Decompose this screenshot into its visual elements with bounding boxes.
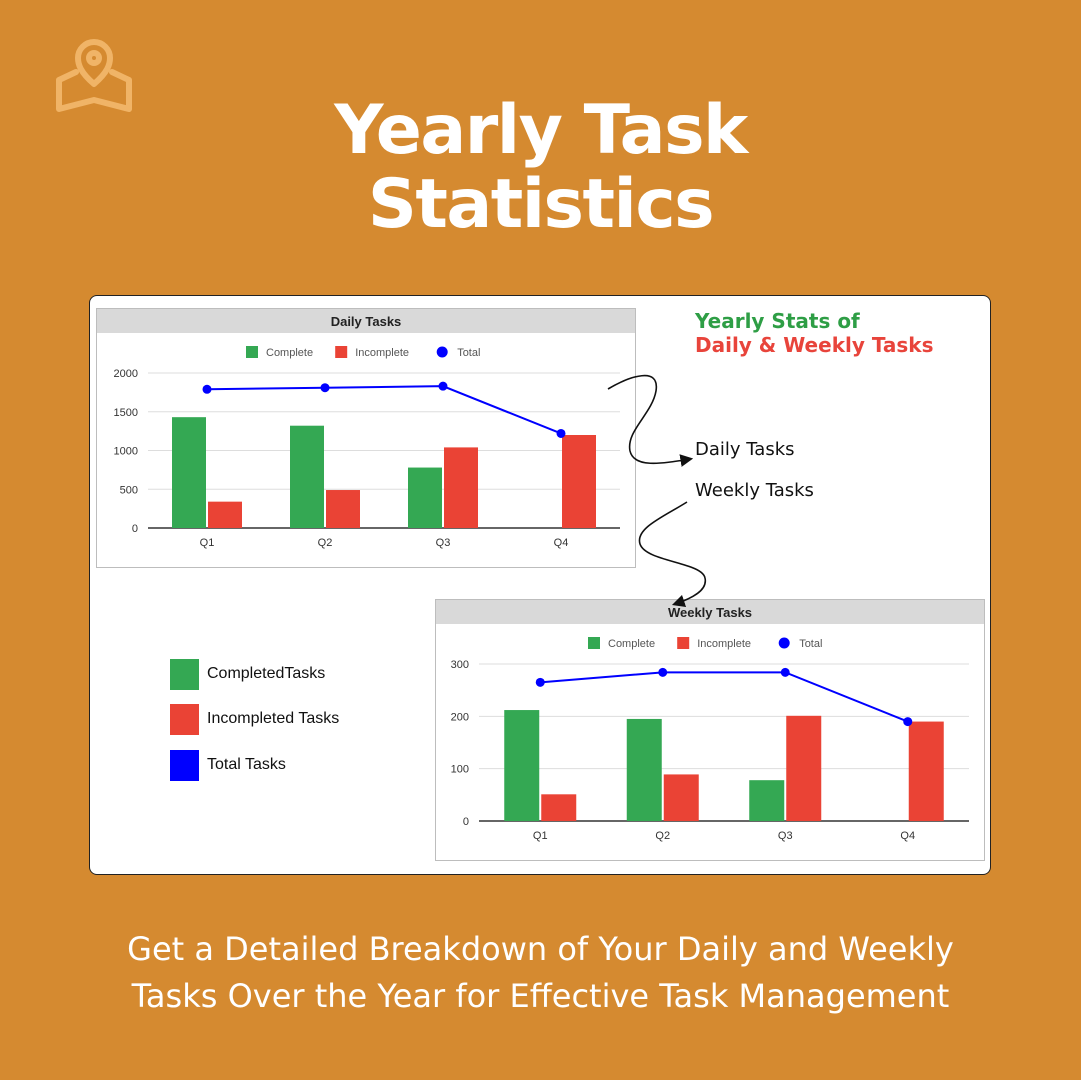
legend-swatch-incompleted [170, 704, 199, 735]
bar-complete-q1 [172, 417, 206, 528]
y-tick-label: 300 [451, 659, 469, 671]
total-point-q1 [202, 384, 212, 394]
legend-label-complete: Complete [266, 347, 313, 359]
legend-marker-total [436, 346, 448, 358]
callout-weekly-tasks: Weekly Tasks [695, 480, 814, 501]
bar-complete-q1 [504, 710, 540, 821]
footer-line-2: Tasks Over the Year for Effective Task M… [131, 977, 950, 1015]
callout-daily-tasks: Daily Tasks [695, 439, 795, 460]
bar-complete-q2 [290, 425, 324, 528]
total-line [206, 385, 562, 435]
x-tick-label: Q2 [318, 537, 333, 549]
connector-arrows [607, 374, 706, 608]
daily-arrow [607, 374, 694, 467]
legend-label-completed: CompletedTasks [207, 665, 326, 682]
stats-heading-line-1: Yearly Stats of [695, 309, 860, 333]
total-point-q4 [903, 717, 913, 727]
bar-incomplete-q1 [208, 501, 242, 528]
bar-incomplete-q2 [663, 774, 699, 821]
bar-complete-q3 [408, 467, 442, 528]
weekly-tasks-chart: Weekly Tasks Complete Incomplete Total 0 100 2… [435, 599, 985, 861]
chart-title-bar [97, 309, 635, 333]
page-title-line-1: Yearly Task [334, 91, 748, 170]
legend-swatch-total [170, 750, 199, 781]
legend-marker-incomplete [677, 637, 690, 649]
legend-swatch-completed [170, 659, 199, 690]
x-tick-label: Q2 [655, 830, 670, 842]
x-tick-label: Q4 [900, 830, 915, 842]
legend-label-incomplete: Incomplete [355, 347, 409, 359]
total-point-q2 [658, 667, 668, 677]
y-tick-label: 0 [132, 523, 138, 535]
map-pin-icon [56, 39, 132, 112]
x-tick-label: Q1 [533, 830, 548, 842]
y-tick-label: 1500 [114, 407, 138, 419]
daily-tasks-chart: Daily Tasks Complete Incomplete Total 0 500 10… [96, 308, 636, 568]
bar-incomplete-q4 [562, 435, 596, 528]
weekly-arrow [638, 501, 706, 608]
bar-incomplete-q3 [444, 447, 478, 528]
legend-label-incomplete: Incomplete [697, 638, 751, 650]
total-point-q2 [320, 383, 330, 393]
bar-incomplete-q2 [326, 490, 360, 528]
total-line [540, 671, 909, 723]
x-tick-label: Q1 [200, 537, 215, 549]
chart-title: Weekly Tasks [668, 605, 752, 620]
footer-line-1: Get a Detailed Breakdown of Your Daily a… [127, 930, 954, 968]
x-tick-label: Q3 [436, 537, 451, 549]
y-tick-label: 0 [463, 816, 469, 828]
y-tick-label: 500 [120, 484, 138, 496]
y-tick-label: 1000 [114, 446, 138, 458]
page-title-line-2: Statistics [367, 165, 715, 244]
legend-marker-total [778, 637, 790, 649]
chart-title: Daily Tasks [331, 314, 402, 329]
legend-label-total: Total [799, 638, 822, 650]
legend-marker-complete [588, 637, 600, 649]
stats-heading-line-2: Daily & Weekly Tasks [695, 333, 934, 357]
legend-label-complete: Complete [608, 638, 655, 650]
bar-complete-q3 [749, 780, 785, 821]
y-tick-label: 2000 [114, 368, 138, 380]
x-tick-label: Q3 [778, 830, 793, 842]
legend-label-incompleted: Incompleted Tasks [207, 710, 340, 727]
legend-label-total: Total [457, 347, 480, 359]
legend-marker-incomplete [335, 346, 348, 358]
charts-card: Daily Tasks Complete Incomplete Total 0 500 10… [89, 295, 991, 875]
total-point-q3 [438, 381, 448, 391]
x-tick-label: Q4 [554, 537, 569, 549]
bar-complete-q2 [626, 718, 662, 821]
chart-title-bar [436, 600, 984, 624]
bar-incomplete-q1 [541, 794, 577, 821]
bar-incomplete-q4 [908, 721, 944, 821]
total-point-q3 [780, 667, 790, 677]
y-tick-label: 200 [451, 711, 469, 723]
total-point-q1 [535, 677, 545, 687]
legend-label-total: Total Tasks [207, 756, 286, 773]
total-point-q4 [556, 428, 566, 438]
y-tick-label: 100 [451, 764, 469, 776]
legend-marker-complete [246, 346, 258, 358]
bar-incomplete-q3 [786, 715, 822, 821]
